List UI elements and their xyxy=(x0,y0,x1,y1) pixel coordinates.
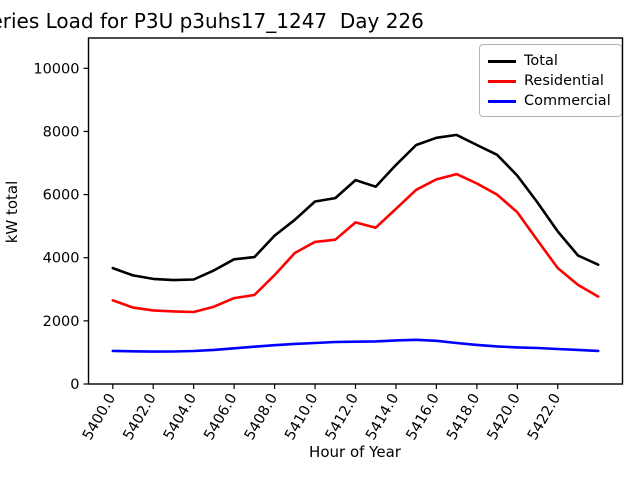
y-tick-label: 6000 xyxy=(43,188,80,204)
y-tick-label: 2000 xyxy=(43,314,80,330)
y-tick-label: 0 xyxy=(70,377,79,393)
residential-line xyxy=(111,172,600,314)
plot-border xyxy=(87,37,624,385)
x-tick-label: 5416.0 xyxy=(404,391,443,443)
x-tick-label: 5422.0 xyxy=(525,391,564,443)
x-tick-label: 5420.0 xyxy=(485,391,524,443)
x-axis-label: Hour of Year xyxy=(309,443,401,461)
y-axis-label: kW total xyxy=(3,180,21,244)
legend: Total Residential Commercial xyxy=(479,44,622,117)
x-tick-label: 5410.0 xyxy=(282,391,321,443)
chart-title: Timeseries Load for P3U p3uhs17_1247 Day… xyxy=(0,9,424,33)
total-line-swatch xyxy=(488,59,516,63)
x-tick-label: 5412.0 xyxy=(323,391,362,443)
x-tick-label: 5418.0 xyxy=(444,391,483,443)
legend-label-total: Total xyxy=(524,53,558,69)
legend-label-commercial: Commercial xyxy=(524,93,611,109)
legend-item-commercial: Commercial xyxy=(488,91,613,111)
x-tick-label: 5402.0 xyxy=(120,391,159,443)
y-tick-label: 8000 xyxy=(43,124,80,140)
x-tick-label: 5414.0 xyxy=(363,391,402,443)
y-tick-label: 10000 xyxy=(33,61,79,77)
x-tick-label: 5406.0 xyxy=(201,391,240,443)
x-tick-label: 5404.0 xyxy=(161,391,200,443)
x-tick-label: 5400.0 xyxy=(80,391,119,443)
legend-item-residential: Residential xyxy=(488,71,613,91)
total-line xyxy=(111,133,600,282)
y-tick-label: 4000 xyxy=(43,251,80,267)
residential-line-swatch xyxy=(488,79,516,83)
legend-label-residential: Residential xyxy=(524,73,604,89)
commercial-line-swatch xyxy=(488,99,516,103)
x-tick-label: 5408.0 xyxy=(242,391,281,443)
legend-item-total: Total xyxy=(488,51,613,71)
commercial-line xyxy=(111,338,600,353)
